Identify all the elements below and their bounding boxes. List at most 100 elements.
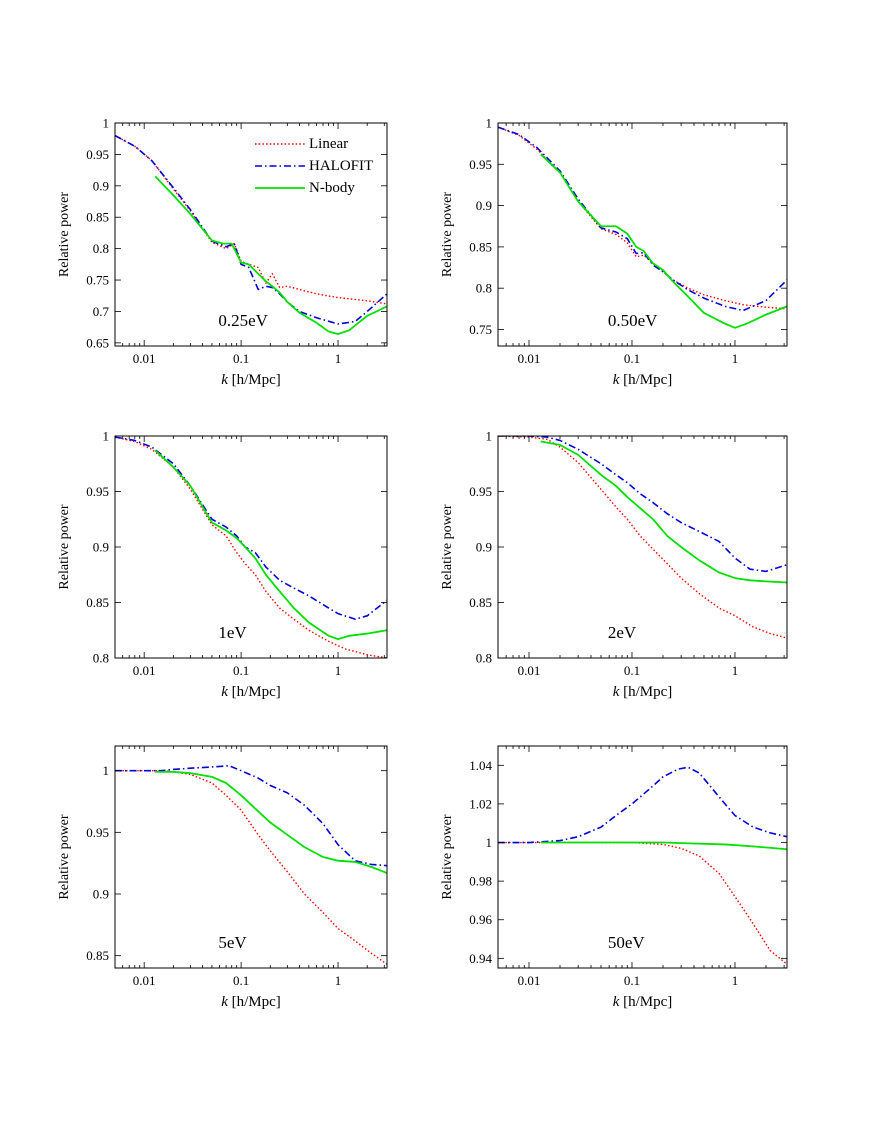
y-tick-label: 0.85 [469, 595, 492, 610]
x-tick-label: 0.01 [518, 973, 541, 988]
y-tick-label: 1.02 [469, 796, 492, 811]
x-axis-label: k [h/Mpc] [221, 994, 281, 1010]
y-axis-label: Relative power [440, 504, 455, 589]
x-tick-label: 0.1 [233, 663, 249, 678]
panel-label: 50eV [608, 933, 646, 952]
x-tick-label: 0.1 [624, 973, 640, 988]
plot-frame [497, 435, 788, 659]
series-line-n-body [540, 841, 787, 851]
panel-3: 0.01 0.1 1 0.8 0.85 0.9 0.95 1 k [h/Mpc] Relative… [57, 429, 388, 700]
y-tick-label: 0.9 [476, 198, 492, 213]
y-tick-label: 0.95 [469, 157, 492, 172]
y-tick-label: 0.9 [93, 887, 109, 902]
y-tick-label: 0.65 [86, 335, 109, 350]
x-tick-label: 1 [732, 663, 739, 678]
y-tick-label: 0.95 [469, 484, 492, 499]
y-tick-label: 1 [103, 429, 110, 444]
series-line-halofit [498, 126, 787, 312]
y-tick-label: 0.85 [86, 948, 109, 963]
x-tick-label: 0.01 [133, 663, 156, 678]
series-line-n-body [155, 771, 387, 874]
panel-label: 5eV [218, 933, 247, 952]
y-tick-label: 0.95 [86, 825, 109, 840]
series-group [115, 134, 387, 335]
y-tick-label: 0.85 [86, 210, 109, 225]
panel-label: 0.50eV [608, 311, 658, 330]
x-tick-label: 0.01 [518, 351, 541, 366]
plot-frame [114, 745, 388, 969]
legend-label: HALOFIT [309, 158, 373, 174]
y-tick-label: 0.85 [469, 239, 492, 254]
x-axis-label: k [h/Mpc] [613, 684, 673, 700]
y-axis-label: Relative power [57, 814, 72, 899]
series-line-halofit [498, 766, 787, 844]
y-tick-label: 0.75 [469, 322, 492, 337]
panel-6: 0.01 0.1 1 0.94 0.96 0.98 1 1.02 1.04 k [h/Mpc] Re… [440, 745, 788, 1010]
plot-frame [497, 745, 788, 969]
x-axis-label: k [h/Mpc] [613, 372, 673, 388]
y-tick-label: 0.94 [469, 951, 492, 966]
series-line-linear [115, 436, 387, 658]
y-tick-label: 0.75 [86, 273, 109, 288]
y-tick-label: 0.7 [93, 304, 110, 319]
y-tick-label: 1 [103, 763, 110, 778]
x-tick-label: 1 [335, 351, 342, 366]
x-tick-label: 0.1 [624, 663, 640, 678]
y-tick-label: 0.8 [476, 651, 492, 666]
panel-1: 0.01 0.1 1 0.65 0.7 0.75 0.8 0.85 0.9 0.95 1 k [h/M… [57, 116, 388, 388]
panel-5: 0.01 0.1 1 0.85 0.9 0.95 1 k [h/Mpc] Relative po… [57, 745, 388, 1010]
y-tick-label: 0.85 [86, 595, 109, 610]
series-line-halofit [115, 436, 387, 620]
y-tick-label: 1.04 [469, 758, 492, 773]
series-line-n-body [154, 449, 387, 641]
x-axis-label: k [h/Mpc] [221, 684, 281, 700]
panel-label: 0.25eV [218, 311, 268, 330]
y-axis-label: Relative power [440, 192, 455, 277]
panel-label: 2eV [608, 623, 637, 642]
y-tick-label: 1 [486, 429, 493, 444]
x-tick-label: 1 [335, 663, 342, 678]
y-tick-label: 0.9 [93, 178, 109, 193]
y-tick-label: 0.8 [93, 241, 109, 256]
series-group [115, 436, 387, 658]
series-group [498, 766, 787, 965]
legend-label: N-body [309, 180, 355, 196]
x-tick-label: 0.01 [133, 351, 156, 366]
x-tick-label: 1 [732, 351, 739, 366]
series-group [498, 126, 787, 329]
y-tick-label: 0.9 [93, 540, 109, 555]
y-axis-label: Relative power [57, 504, 72, 589]
series-line-linear [115, 769, 387, 965]
x-tick-label: 0.01 [518, 663, 541, 678]
y-tick-label: 1 [486, 116, 493, 131]
series-group [115, 764, 387, 965]
legend-label: Linear [309, 136, 348, 152]
x-tick-label: 0.1 [624, 351, 640, 366]
x-tick-label: 0.1 [233, 351, 249, 366]
legend: Linear HALOFIT N-body [255, 136, 373, 196]
series-line-n-body [154, 175, 387, 335]
series-line-n-body [540, 153, 787, 329]
y-tick-label: 1 [103, 116, 110, 131]
series-line-n-body [540, 440, 787, 584]
series-group [498, 436, 787, 639]
plot-frame [114, 435, 388, 659]
x-axis-label: k [h/Mpc] [613, 994, 673, 1010]
y-tick-label: 0.95 [86, 147, 109, 162]
y-axis-label: Relative power [440, 814, 455, 899]
y-tick-label: 0.8 [476, 281, 492, 296]
plot-frame [114, 122, 388, 347]
y-tick-label: 0.98 [469, 874, 492, 889]
x-tick-label: 1 [732, 973, 739, 988]
panel-4: 0.01 0.1 1 0.8 0.85 0.9 0.95 1 k [h/Mpc] Relative… [440, 429, 788, 700]
series-line-halofit [115, 764, 387, 867]
x-tick-label: 1 [335, 973, 342, 988]
y-tick-label: 0.9 [476, 540, 492, 555]
series-line-halofit [498, 436, 787, 573]
series-line-halofit [115, 134, 387, 325]
y-tick-label: 1 [486, 835, 493, 850]
y-tick-label: 0.8 [93, 651, 109, 666]
plot-frame [497, 122, 788, 347]
x-tick-label: 0.01 [133, 973, 156, 988]
x-tick-label: 0.1 [233, 973, 249, 988]
